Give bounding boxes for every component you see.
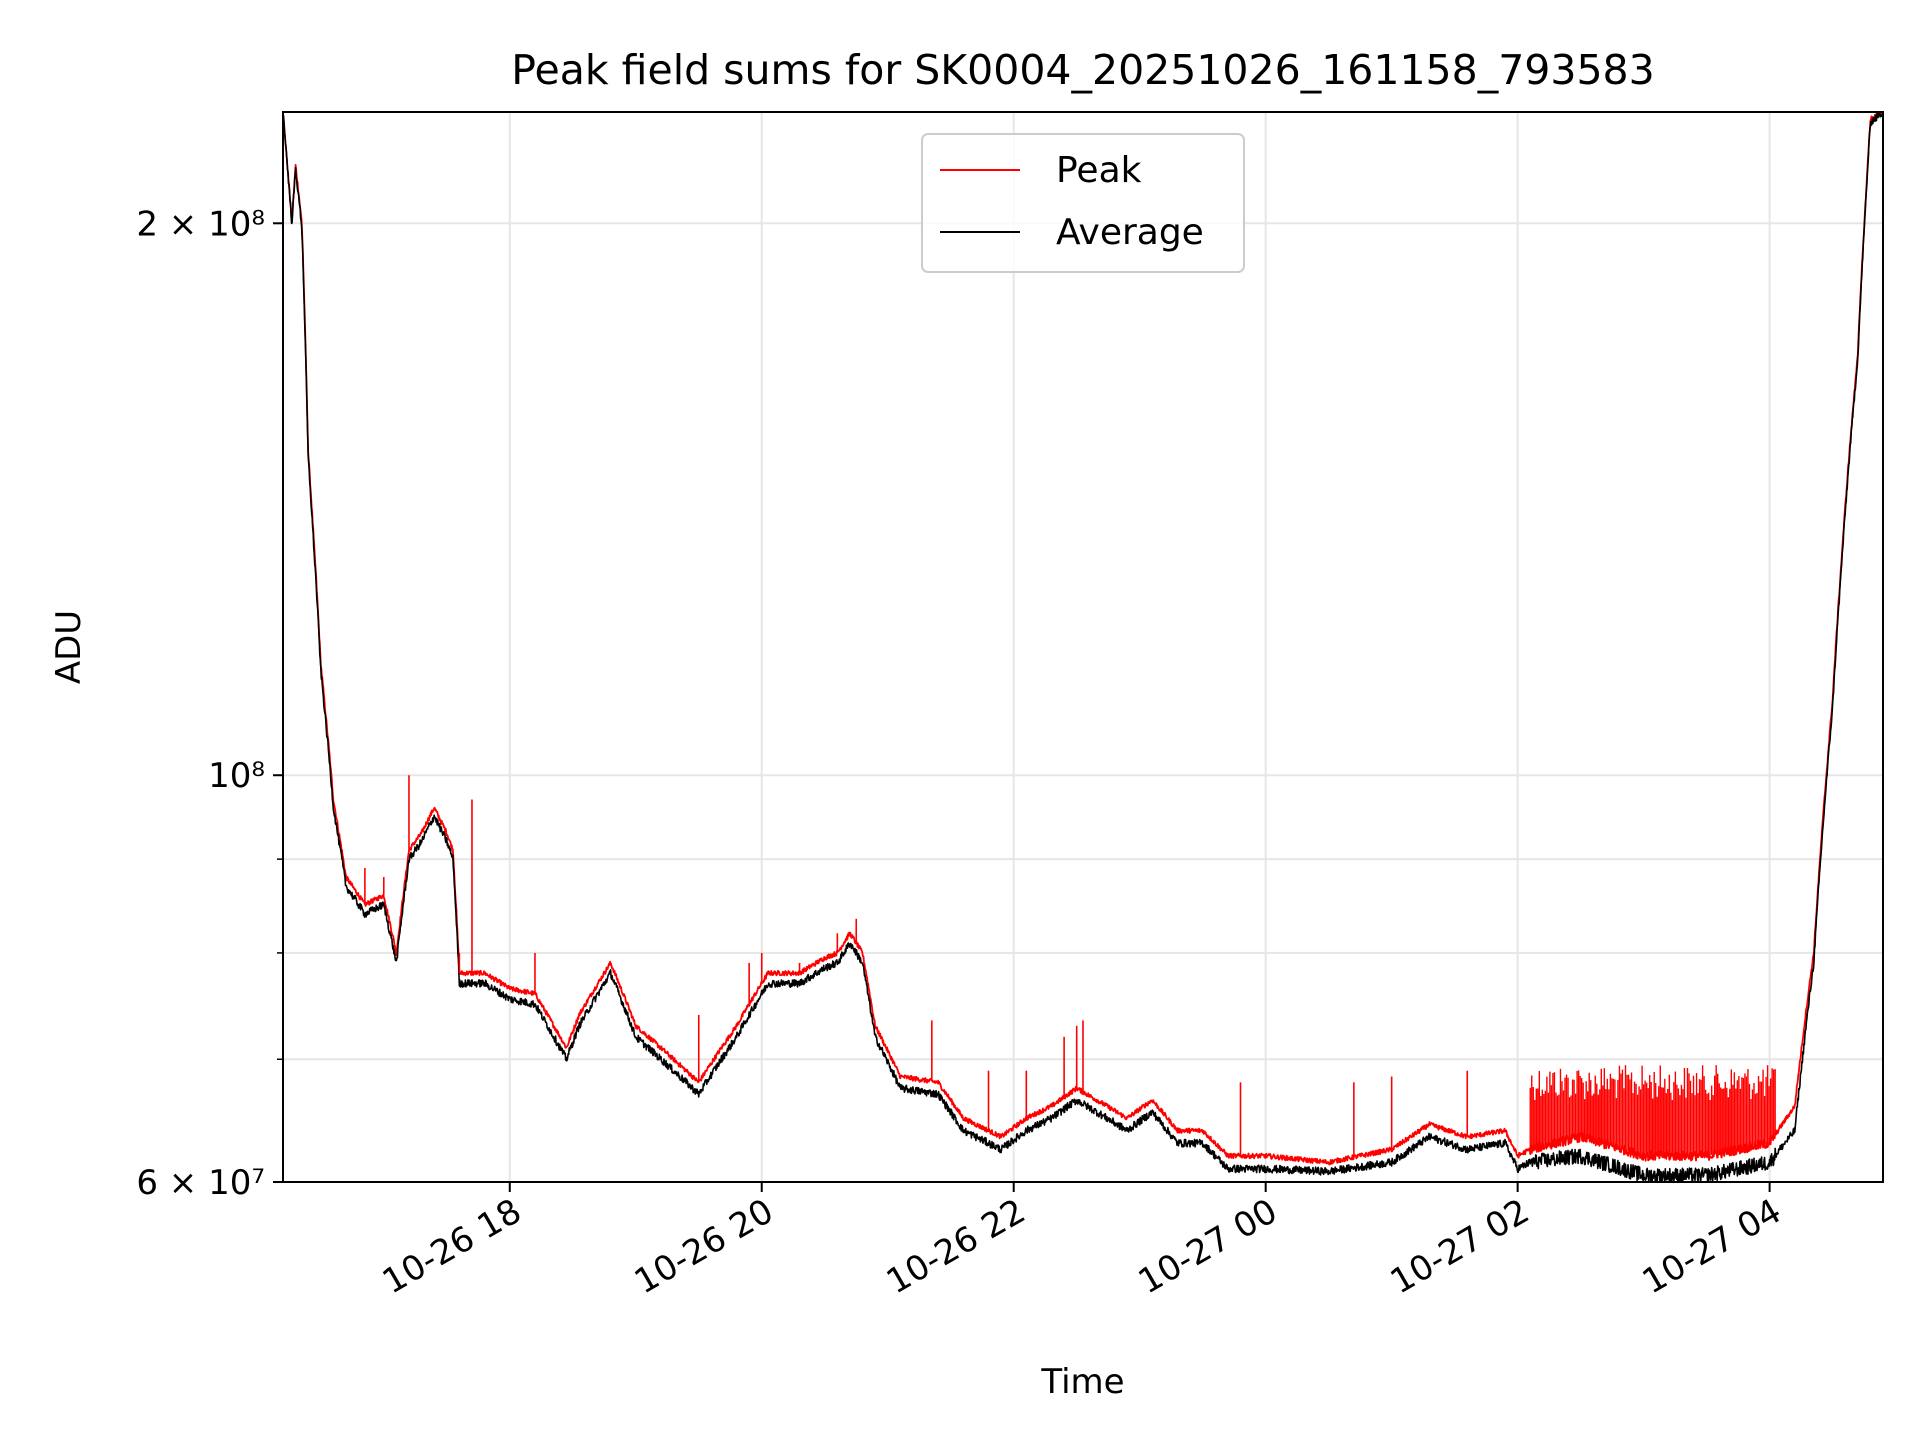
legend-frame (921, 133, 1245, 273)
series-line-average (283, 112, 1883, 1182)
y-tick-label: 6 × 10⁷ (136, 1163, 265, 1203)
legend-label-peak: Peak (1056, 150, 1142, 191)
plot-lines (283, 112, 1883, 1182)
peak-noise-spikes (1529, 1065, 1776, 1156)
y-axis-label: ADU (49, 610, 89, 684)
y-tick-label: 2 × 10⁸ (136, 204, 265, 244)
chart-title: Peak field sums for SK0004_20251026_1611… (511, 46, 1654, 94)
series-line-peak (283, 112, 1883, 1166)
plot-frame (282, 111, 1884, 1183)
x-axis-label: Time (1040, 1362, 1124, 1402)
y-axis: 2 × 10⁸ 10⁸ 6 × 10⁷ (136, 204, 283, 1203)
y-tick-label: 10⁸ (208, 756, 265, 796)
legend-label-average: Average (1056, 212, 1204, 253)
legend: Peak Average (921, 133, 1245, 273)
